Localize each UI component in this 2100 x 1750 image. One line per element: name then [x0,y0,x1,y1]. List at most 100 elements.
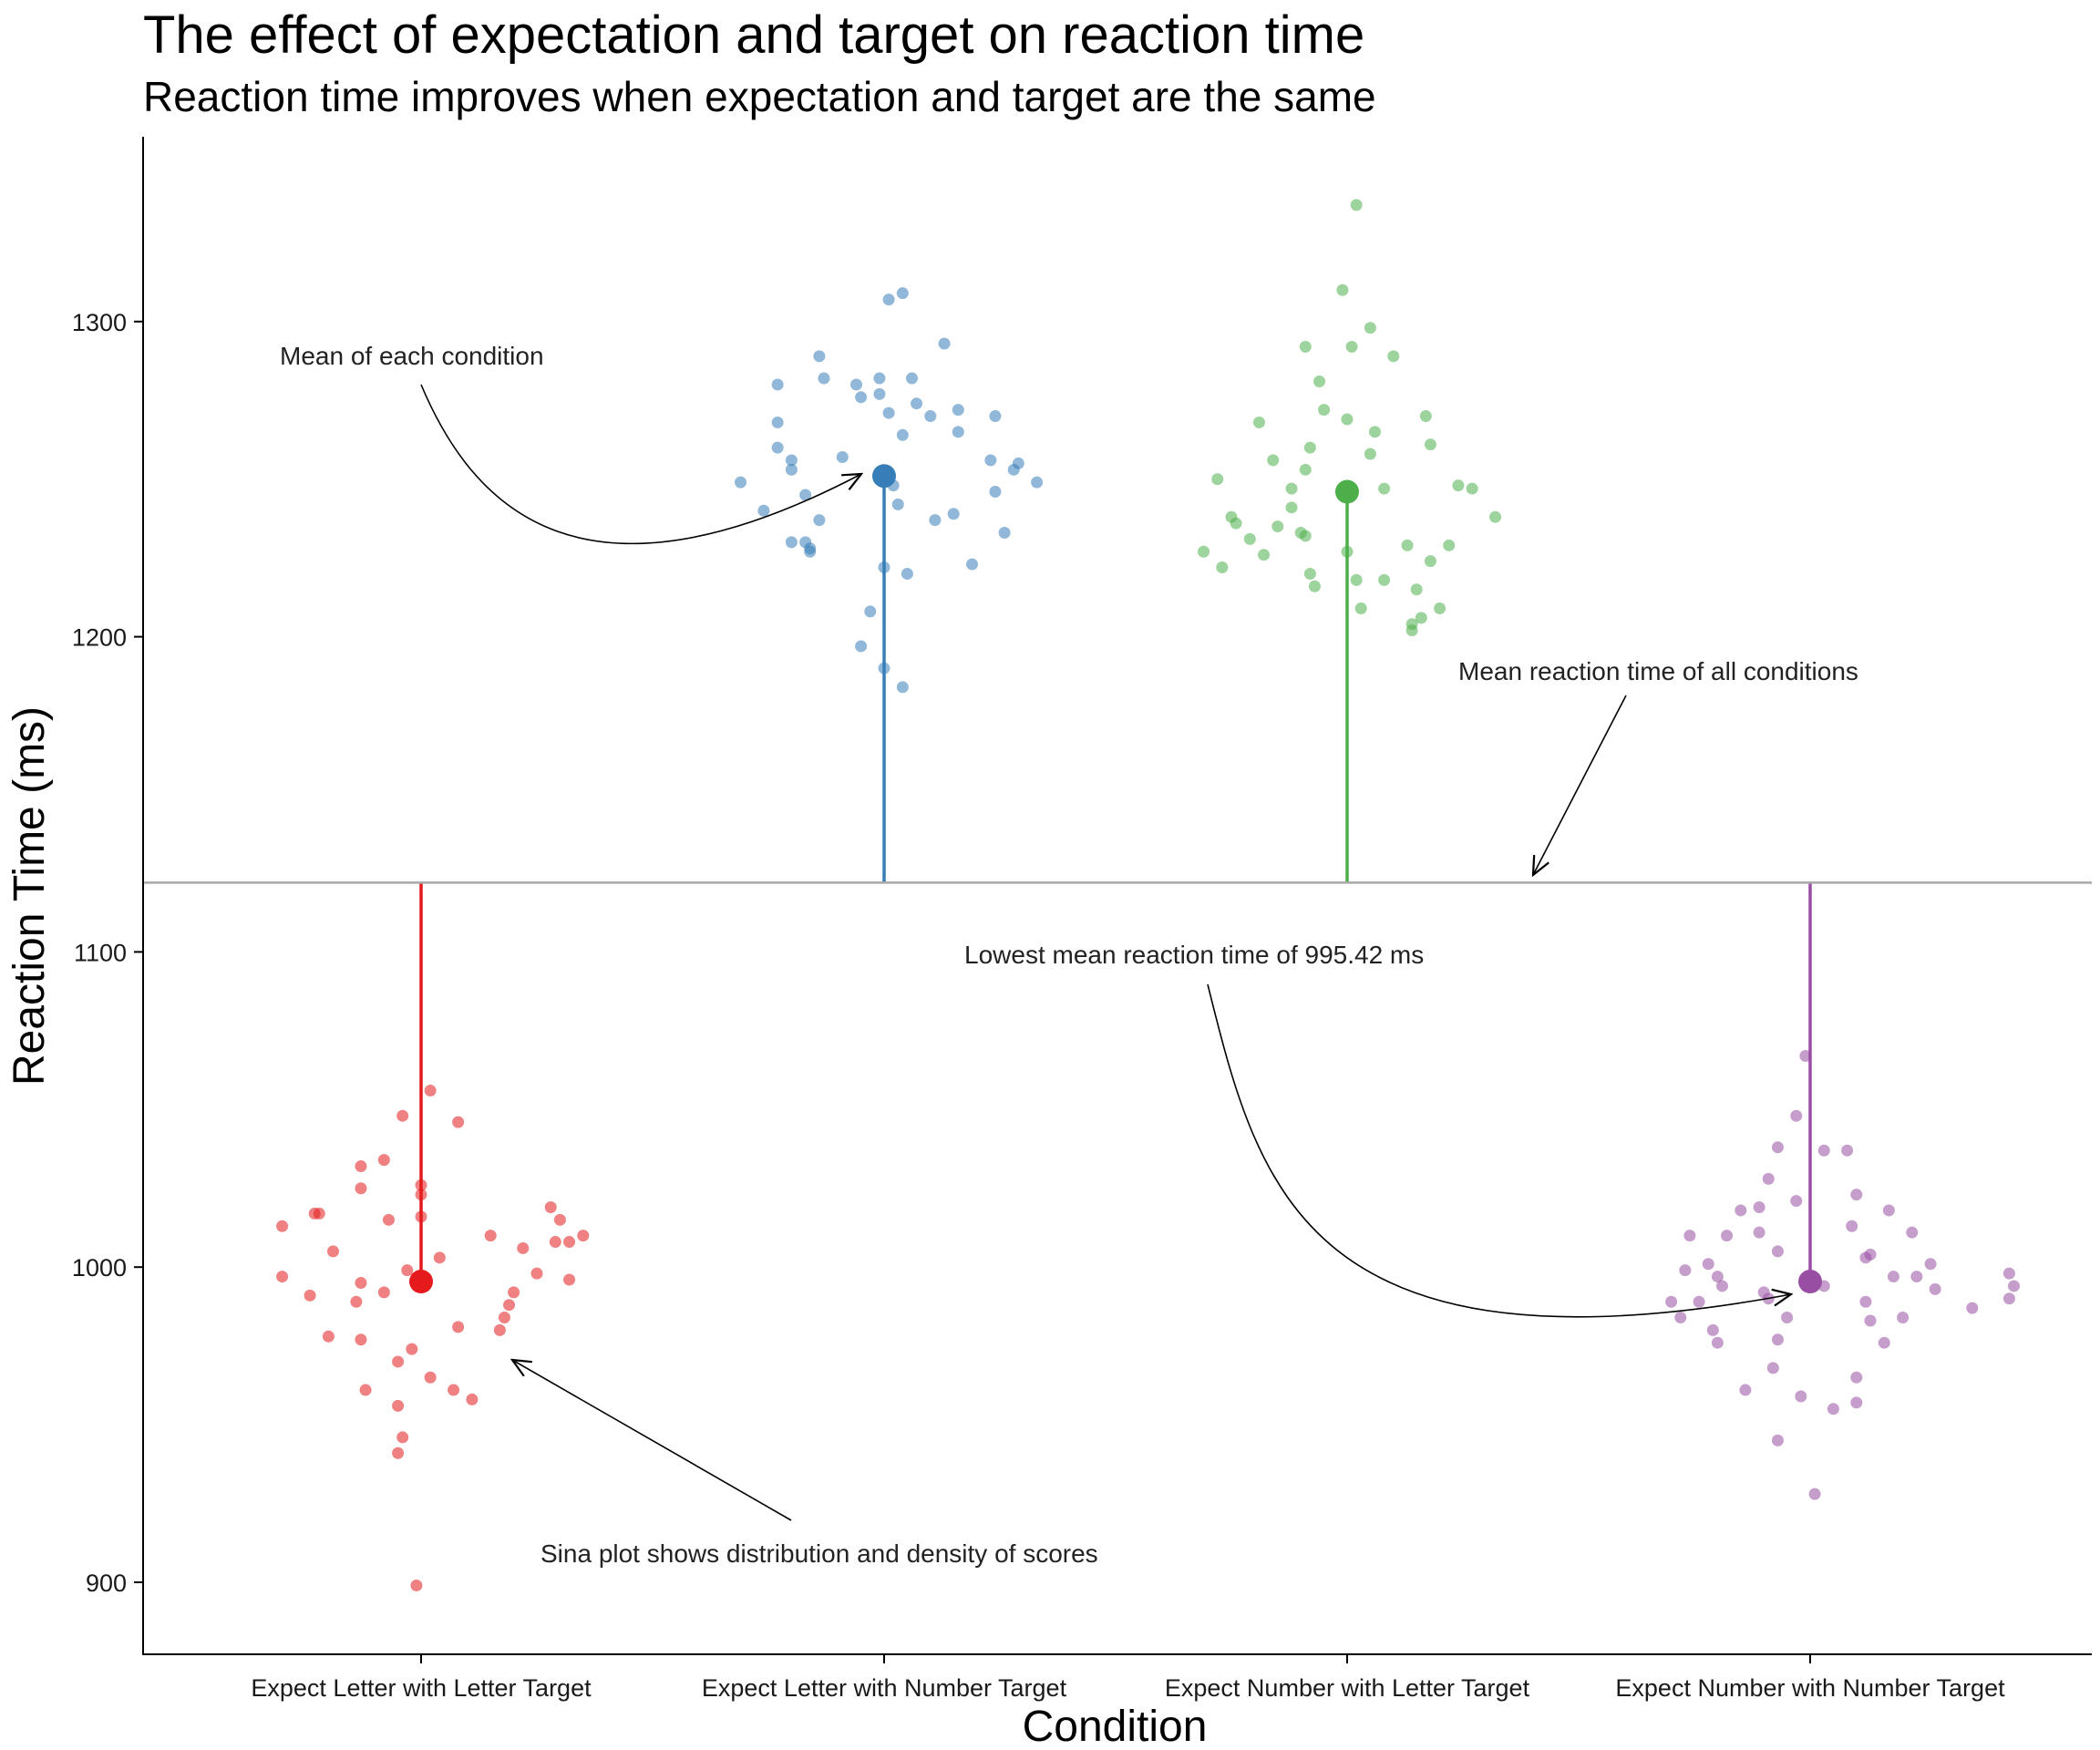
data-point [1841,1144,1854,1157]
data-point [359,1384,372,1396]
data-point [452,1116,465,1128]
data-point [415,1179,427,1191]
data-point [891,498,904,510]
data-point [1771,1434,1784,1446]
data-point [873,372,886,385]
data-point [1711,1336,1724,1349]
y-axis-title: Reaction Time (ms) [5,706,54,1086]
data-point [544,1200,557,1213]
data-point [1878,1336,1890,1349]
data-points [276,199,2021,1591]
data-point [424,1085,437,1097]
x-tick-label: Expect Number with Number Target [1615,1674,2005,1702]
data-point [1258,549,1271,561]
data-point [989,486,1002,499]
data-point [1415,612,1427,624]
condition-means [409,464,1822,1294]
data-point [1368,426,1381,438]
data-point [517,1241,530,1254]
data-point [1012,457,1024,469]
data-point [1808,1488,1821,1500]
data-point [911,397,923,410]
data-point [735,476,747,489]
data-point [1679,1264,1692,1277]
data-point [1781,1312,1794,1324]
data-point [1753,1200,1765,1213]
y-axis-ticks: 900 1000 1100 1200 1300 [72,309,143,1597]
data-point [377,1154,390,1167]
x-tick-label: Expect Number with Letter Target [1165,1674,1530,1702]
data-point [1211,473,1224,486]
data-point [896,428,909,441]
data-point [1313,376,1326,388]
data-point [1350,573,1363,586]
data-point [813,350,826,363]
data-point [355,1276,367,1289]
data-point [433,1251,446,1264]
data-point [2002,1292,2015,1305]
data-point [1966,1302,1979,1314]
y-tick-label: 1100 [74,939,127,966]
data-point [355,1160,367,1173]
y-tick-label: 1200 [72,624,127,652]
data-point [1674,1312,1687,1324]
data-point [1864,1248,1877,1261]
data-point [850,378,863,391]
data-point [396,1109,409,1122]
data-point [896,681,909,694]
data-point [1401,539,1414,551]
data-point [924,410,937,423]
data-point [1762,1172,1775,1185]
data-point [392,1355,405,1368]
data-point [1846,1220,1858,1232]
x-axis-ticks: Expect Letter with Letter Target Expect L… [251,1654,2005,1702]
data-point [415,1189,427,1201]
data-point [1489,510,1502,523]
data-point [1735,1204,1747,1217]
data-point [530,1267,543,1280]
data-point [498,1312,510,1324]
data-point [818,372,830,385]
data-point [401,1264,414,1277]
annotation-lowest-mean: Lowest mean reaction time of 995.42 ms [964,941,1424,969]
y-tick-label: 1300 [72,309,127,336]
annotations: Mean of each condition Mean reaction tim… [280,342,1858,1568]
data-point [1864,1314,1877,1327]
data-point [1929,1282,1941,1295]
data-point [1303,567,1316,580]
x-axis-title: Condition [1023,1703,1208,1750]
data-point [377,1286,390,1299]
data-point [448,1384,460,1396]
data-point [1702,1258,1714,1271]
data-point [998,526,1011,539]
data-point [855,640,868,653]
data-point [1706,1323,1719,1336]
data-point [1303,441,1316,454]
data-point [771,378,784,391]
data-point [1721,1230,1734,1242]
mean-point [409,1270,433,1294]
data-point [771,416,784,428]
data-point [799,489,812,501]
data-point [1354,602,1367,614]
data-point [878,561,890,574]
data-point [952,404,964,417]
data-point [1771,1245,1784,1258]
data-point [1795,1390,1807,1403]
data-point [1466,482,1478,495]
annotation-mean-each: Mean of each condition [280,342,544,370]
annotation-arrow-grand-mean [1533,695,1627,875]
data-point [1850,1396,1863,1409]
data-point [873,387,886,400]
data-point [1405,624,1418,637]
data-point [466,1393,479,1405]
data-point [938,337,951,350]
data-point [813,514,826,527]
data-point [1252,416,1265,428]
data-point [1318,404,1331,417]
data-point [1850,1189,1863,1201]
data-point [804,545,817,558]
y-tick-label: 900 [86,1570,127,1597]
data-point [276,1220,289,1232]
data-point [1771,1141,1784,1154]
